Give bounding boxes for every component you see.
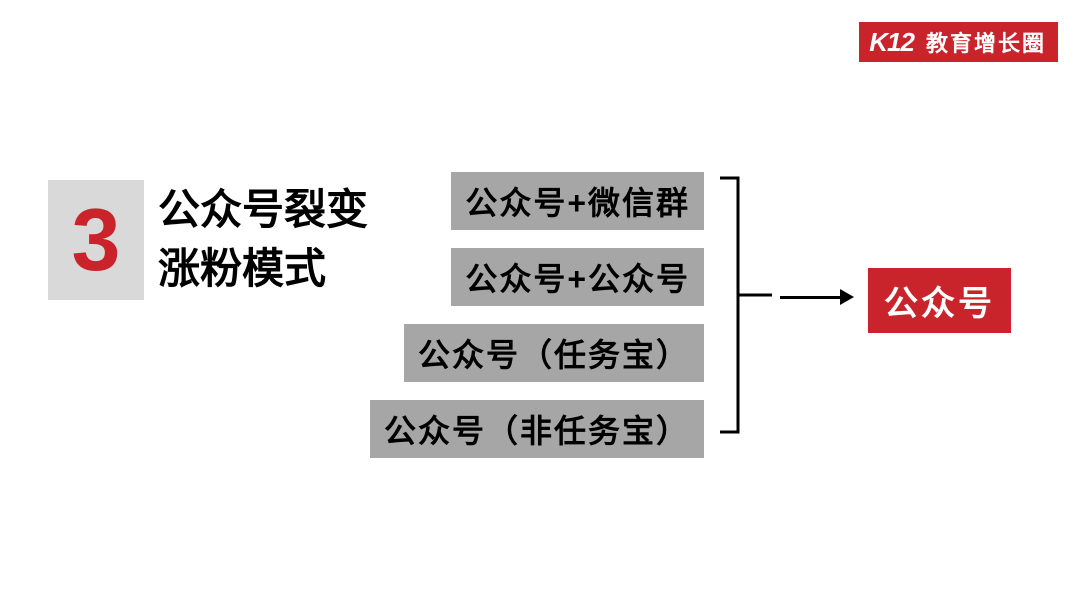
arrow-head — [840, 289, 854, 305]
option-item: 公众号+微信群 — [451, 172, 704, 230]
brand-mark: K12 — [859, 22, 920, 62]
option-item: 公众号+公众号 — [451, 248, 704, 306]
section-title-line1: 公众号裂变 — [158, 181, 368, 240]
option-item: 公众号（任务宝） — [404, 324, 704, 382]
section-title-line2: 涨粉模式 — [158, 240, 368, 299]
option-list: 公众号+微信群 公众号+公众号 公众号（任务宝） 公众号（非任务宝） — [370, 172, 704, 458]
bracket-icon — [720, 170, 780, 440]
brand-logo: K12 教育增长圈 — [859, 22, 1058, 62]
section-header: 3 公众号裂变 涨粉模式 — [48, 180, 368, 300]
arrow-icon — [780, 289, 854, 305]
result-box: 公众号 — [868, 268, 1011, 333]
arrow-line — [780, 296, 840, 299]
section-number: 3 — [48, 180, 144, 300]
section-title: 公众号裂变 涨粉模式 — [158, 181, 368, 299]
brand-text: 教育增长圈 — [920, 22, 1058, 62]
option-item: 公众号（非任务宝） — [370, 400, 704, 458]
